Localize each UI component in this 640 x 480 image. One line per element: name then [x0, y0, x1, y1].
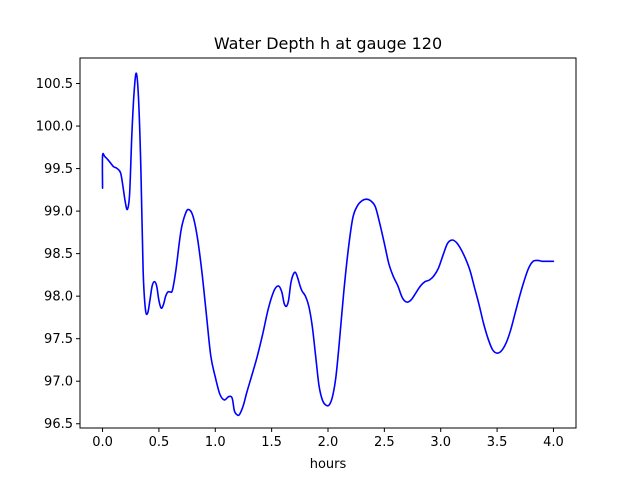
y-tick-label: 96.5: [44, 417, 73, 432]
y-tick-label: 98.5: [44, 247, 73, 262]
y-tick-label: 99.0: [44, 205, 73, 220]
x-tick-label: 0.0: [92, 435, 113, 450]
x-tick-label: 1.5: [261, 435, 282, 450]
y-tick-label: 100.5: [36, 77, 73, 92]
series-line: [101, 72, 555, 417]
x-axis-label: hours: [310, 457, 347, 472]
y-tick-label: 97.0: [44, 375, 73, 390]
y-tick-label: 99.5: [44, 162, 73, 177]
tick-group: 0.0 0.5 1.0 1.5 2.0 2.5 3.0 3.5 4.0 96.5 97.0 97.5 9…: [36, 77, 564, 450]
x-tick-label: 4.0: [543, 435, 564, 450]
chart-title: Water Depth h at gauge 120: [214, 34, 442, 53]
plot-frame: [79, 57, 577, 429]
y-tick-label: 98.0: [44, 290, 73, 305]
x-tick-label: 3.0: [430, 435, 451, 450]
x-tick-label: 0.5: [149, 435, 170, 450]
y-tick-label: 97.5: [44, 332, 73, 347]
x-tick-label: 3.5: [487, 435, 508, 450]
x-tick-label: 2.0: [318, 435, 339, 450]
x-tick-label: 1.0: [205, 435, 226, 450]
x-tick-label: 2.5: [374, 435, 395, 450]
y-tick-label: 100.0: [36, 120, 73, 135]
